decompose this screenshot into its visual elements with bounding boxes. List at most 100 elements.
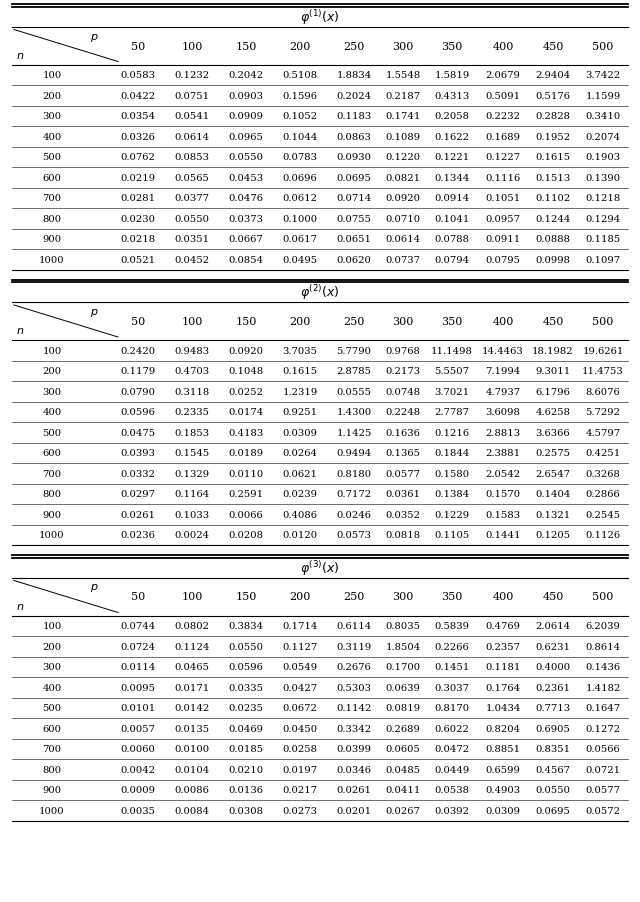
Text: 800: 800 bbox=[42, 215, 61, 224]
Text: 0.2361: 0.2361 bbox=[536, 683, 570, 692]
Text: 0.0101: 0.0101 bbox=[120, 704, 156, 713]
Text: 0.3118: 0.3118 bbox=[174, 387, 210, 396]
Text: 0.4769: 0.4769 bbox=[486, 621, 520, 630]
Text: 0.1185: 0.1185 bbox=[586, 235, 621, 244]
Text: 0.0724: 0.0724 bbox=[120, 642, 156, 651]
Text: 500: 500 bbox=[592, 317, 614, 327]
Text: 0.4086: 0.4086 bbox=[282, 511, 317, 520]
Text: 7.1994: 7.1994 bbox=[485, 367, 520, 376]
Text: 0.5108: 0.5108 bbox=[282, 71, 317, 80]
Text: 150: 150 bbox=[236, 317, 257, 327]
Text: 0.0352: 0.0352 bbox=[385, 511, 420, 520]
Text: 0.1615: 0.1615 bbox=[282, 367, 317, 376]
Text: 0.0965: 0.0965 bbox=[228, 133, 264, 142]
Text: 200: 200 bbox=[289, 41, 310, 51]
Text: 400: 400 bbox=[42, 408, 61, 417]
Text: 0.1124: 0.1124 bbox=[174, 642, 210, 651]
Text: 0.1229: 0.1229 bbox=[435, 511, 470, 520]
Text: 0.0450: 0.0450 bbox=[282, 724, 317, 733]
Text: $\varphi^{(2)}(x)$: $\varphi^{(2)}(x)$ bbox=[300, 283, 340, 302]
Text: 0.0577: 0.0577 bbox=[586, 786, 621, 795]
Text: 0.1048: 0.1048 bbox=[228, 367, 264, 376]
Text: 0.2042: 0.2042 bbox=[228, 71, 264, 80]
Text: 1.4182: 1.4182 bbox=[586, 683, 621, 692]
Text: 0.0258: 0.0258 bbox=[282, 744, 317, 753]
Text: 0.0060: 0.0060 bbox=[120, 744, 156, 753]
Text: 0.1142: 0.1142 bbox=[336, 704, 372, 713]
Text: 0.0620: 0.0620 bbox=[337, 255, 371, 264]
Text: 0.1580: 0.1580 bbox=[435, 469, 470, 478]
Text: 0.1227: 0.1227 bbox=[485, 153, 520, 162]
Text: 0.1570: 0.1570 bbox=[485, 490, 520, 499]
Text: 0.1714: 0.1714 bbox=[282, 621, 317, 630]
Text: 6.2039: 6.2039 bbox=[586, 621, 620, 630]
Text: 0.0136: 0.0136 bbox=[228, 786, 264, 795]
Text: 0.0737: 0.0737 bbox=[385, 255, 420, 264]
Text: 0.5091: 0.5091 bbox=[485, 92, 520, 101]
Text: 0.8204: 0.8204 bbox=[485, 724, 520, 733]
Text: 0.1244: 0.1244 bbox=[535, 215, 571, 224]
Text: 300: 300 bbox=[42, 662, 61, 671]
Text: 0.0427: 0.0427 bbox=[282, 683, 317, 692]
Text: 18.1982: 18.1982 bbox=[532, 346, 574, 355]
Text: 0.2545: 0.2545 bbox=[586, 511, 621, 520]
Text: 500: 500 bbox=[42, 428, 61, 437]
Text: 900: 900 bbox=[42, 511, 61, 520]
Text: 0.0373: 0.0373 bbox=[228, 215, 264, 224]
Text: 5.7292: 5.7292 bbox=[586, 408, 621, 417]
Text: 0.0261: 0.0261 bbox=[337, 786, 371, 795]
Text: 0.8851: 0.8851 bbox=[485, 744, 520, 753]
Text: 300: 300 bbox=[42, 112, 61, 121]
Text: 0.0267: 0.0267 bbox=[385, 805, 420, 815]
Text: 0.0095: 0.0095 bbox=[120, 683, 156, 692]
Text: 500: 500 bbox=[42, 704, 61, 713]
Text: 0.0485: 0.0485 bbox=[385, 765, 420, 774]
Text: 1.8834: 1.8834 bbox=[337, 71, 372, 80]
Text: 0.0475: 0.0475 bbox=[120, 428, 156, 437]
Text: 0.0596: 0.0596 bbox=[120, 408, 156, 417]
Text: 0.0246: 0.0246 bbox=[337, 511, 371, 520]
Text: 0.0605: 0.0605 bbox=[385, 744, 420, 753]
Text: 0.4313: 0.4313 bbox=[435, 92, 470, 101]
Text: 0.1647: 0.1647 bbox=[586, 704, 621, 713]
Text: 0.0621: 0.0621 bbox=[282, 469, 317, 478]
Text: 1.2319: 1.2319 bbox=[282, 387, 317, 396]
Text: 1.5548: 1.5548 bbox=[385, 71, 420, 80]
Text: 200: 200 bbox=[42, 642, 61, 651]
Text: $p$: $p$ bbox=[90, 32, 99, 43]
Text: 0.4903: 0.4903 bbox=[485, 786, 520, 795]
Text: 1000: 1000 bbox=[39, 530, 65, 539]
Text: 0.0888: 0.0888 bbox=[536, 235, 570, 244]
Text: 3.7422: 3.7422 bbox=[586, 71, 621, 80]
Text: 0.1294: 0.1294 bbox=[586, 215, 621, 224]
Text: 150: 150 bbox=[236, 592, 257, 602]
Text: $\varphi^{(1)}(x)$: $\varphi^{(1)}(x)$ bbox=[300, 8, 340, 27]
Text: 400: 400 bbox=[42, 133, 61, 142]
Text: 0.0465: 0.0465 bbox=[175, 662, 209, 671]
Text: 0.0354: 0.0354 bbox=[120, 112, 156, 121]
Text: 0.0762: 0.0762 bbox=[120, 153, 156, 162]
Text: 50: 50 bbox=[131, 592, 145, 602]
Text: 900: 900 bbox=[42, 786, 61, 795]
Text: 3.6366: 3.6366 bbox=[536, 428, 570, 437]
Text: 0.0903: 0.0903 bbox=[228, 92, 264, 101]
Text: 6.1796: 6.1796 bbox=[536, 387, 570, 396]
Text: 0.0042: 0.0042 bbox=[120, 765, 156, 774]
Text: 0.4567: 0.4567 bbox=[536, 765, 570, 774]
Text: 0.0332: 0.0332 bbox=[120, 469, 156, 478]
Text: 0.5839: 0.5839 bbox=[435, 621, 470, 630]
Text: 1.0434: 1.0434 bbox=[485, 704, 521, 713]
Text: 0.9483: 0.9483 bbox=[175, 346, 209, 355]
Text: 0.1451: 0.1451 bbox=[435, 662, 470, 671]
Text: 3.7021: 3.7021 bbox=[435, 387, 470, 396]
Text: 0.0819: 0.0819 bbox=[385, 704, 420, 713]
Text: 0.8180: 0.8180 bbox=[337, 469, 372, 478]
Text: 0.0217: 0.0217 bbox=[282, 786, 317, 795]
Text: 250: 250 bbox=[343, 41, 365, 51]
Text: 700: 700 bbox=[42, 469, 61, 478]
Text: 500: 500 bbox=[592, 41, 614, 51]
Text: 0.0235: 0.0235 bbox=[228, 704, 264, 713]
Text: 0.0411: 0.0411 bbox=[385, 786, 420, 795]
Text: 0.1741: 0.1741 bbox=[385, 112, 420, 121]
Text: 0.1545: 0.1545 bbox=[174, 449, 210, 457]
